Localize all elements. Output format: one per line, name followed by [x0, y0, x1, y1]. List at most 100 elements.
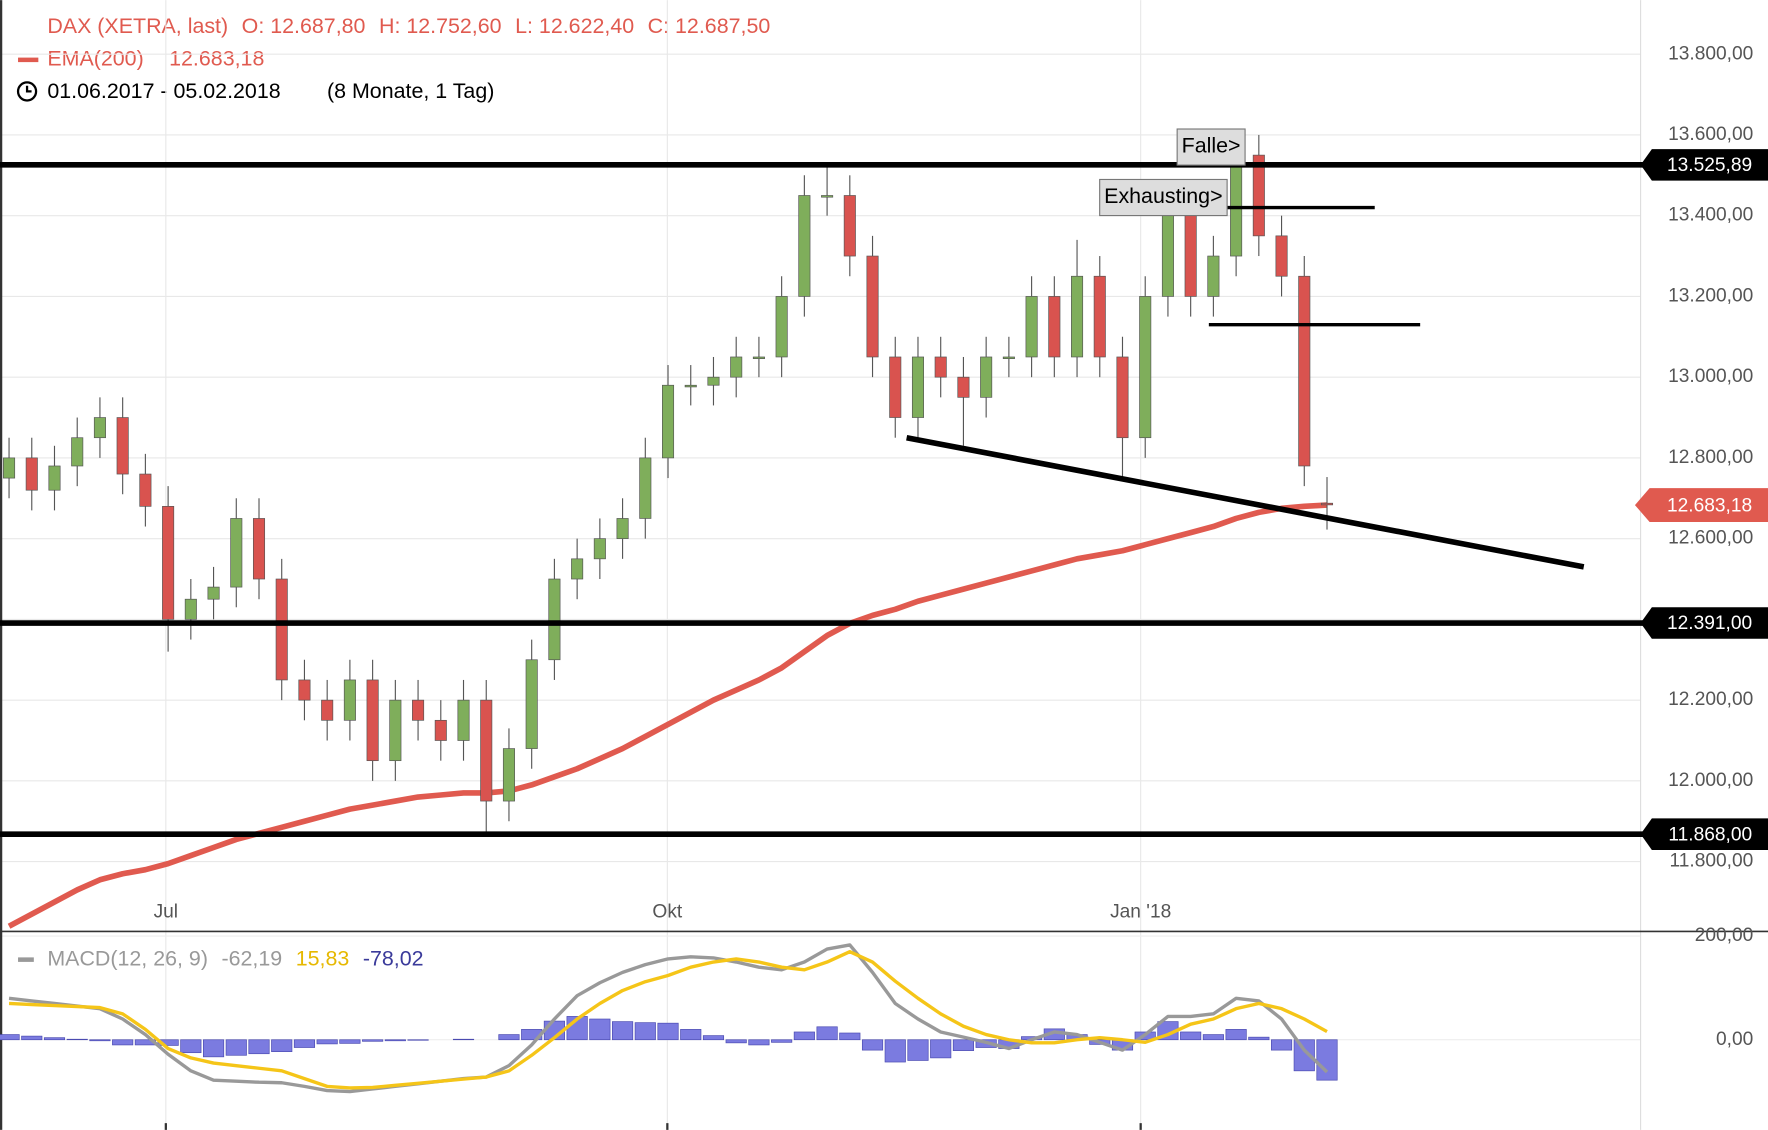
candle-body	[1002, 356, 1015, 360]
price-label: 12.683,18	[1667, 495, 1752, 516]
candle-body	[230, 518, 243, 588]
macd-histogram-bar	[725, 1039, 747, 1044]
macd-legend-value: -78,02	[363, 946, 424, 970]
chart-title: DAX (XETRA, last)	[47, 14, 228, 38]
candle-body	[752, 356, 765, 360]
candle-body	[593, 538, 606, 560]
candle-body	[1184, 215, 1197, 297]
macd-histogram-bar	[1180, 1031, 1202, 1041]
candle-body	[1071, 275, 1084, 358]
ohlc-label: L: 12.622,40	[515, 14, 634, 38]
annotation: Falle>	[1182, 134, 1241, 158]
candle-body	[639, 457, 652, 519]
candle-body	[116, 417, 129, 475]
x-tick-label: Jan '18	[1110, 901, 1171, 922]
macd-histogram-bar	[225, 1039, 247, 1056]
candle-body	[366, 679, 379, 762]
macd-histogram-bar	[1225, 1029, 1247, 1041]
y-tick-label: 13.000,00	[1668, 366, 1753, 387]
legend-value: 12.683,18	[169, 47, 264, 71]
macd-histogram-bar	[748, 1039, 770, 1046]
x-tick-label: Okt	[652, 901, 682, 922]
clock-hand	[25, 85, 32, 93]
candle-body	[934, 356, 947, 378]
trend-line	[906, 434, 1585, 570]
macd-histogram-bar	[816, 1026, 838, 1041]
y-tick-label: 13.800,00	[1668, 43, 1753, 64]
macd-histogram-bar	[157, 1039, 179, 1046]
ohlc-label: C: 12.687,50	[648, 14, 771, 38]
macd-histogram-bar	[1293, 1039, 1315, 1072]
macd-histogram-bar	[1202, 1034, 1224, 1041]
macd-histogram-bar	[407, 1039, 429, 1041]
macd-legend-label: MACD(12, 26, 9)	[47, 946, 208, 970]
level-tag	[1640, 149, 1768, 181]
ohlc-label: H: 12.752,60	[379, 14, 502, 38]
candle-body	[730, 356, 743, 378]
candle-body	[1048, 296, 1061, 358]
macd-histogram-bar	[362, 1039, 384, 1042]
candle-body	[457, 699, 470, 741]
y-tick-label: 13.600,00	[1668, 124, 1753, 145]
candle-body	[184, 598, 197, 620]
candle-body	[775, 296, 788, 358]
candle-body	[207, 586, 220, 600]
candle-body	[162, 506, 175, 620]
y-tick-label: 12.000,00	[1668, 770, 1753, 791]
macd-histogram-bar	[89, 1039, 111, 1042]
candle-body	[1275, 235, 1288, 277]
candle-body	[616, 518, 629, 539]
candle-body	[798, 195, 811, 297]
candle-body	[1207, 255, 1220, 297]
macd-histogram-bar	[180, 1039, 202, 1054]
y-tick-label: 12.800,00	[1668, 447, 1753, 468]
annotation-box	[1099, 178, 1228, 217]
legend-label: EMA(200)	[47, 47, 143, 71]
candle-body	[434, 719, 447, 741]
macd-line	[8, 943, 1329, 1094]
macd-histogram-bar	[907, 1039, 929, 1061]
macd-histogram-bar	[930, 1039, 952, 1059]
macd-histogram-bar	[0, 1034, 20, 1041]
legend-marker	[18, 57, 39, 63]
candle-body	[252, 518, 266, 580]
y-tick-label: 13.200,00	[1668, 285, 1753, 306]
candle-body	[139, 473, 152, 507]
candle-body	[821, 195, 834, 198]
macd-histogram-bar	[1248, 1036, 1270, 1041]
macd-histogram-bar	[112, 1039, 134, 1046]
candle-body	[1161, 215, 1174, 297]
legend-marker	[18, 957, 34, 962]
level-tag	[1640, 818, 1768, 850]
macd-histogram-bar	[1316, 1039, 1338, 1081]
candle-body	[343, 679, 356, 721]
level-label: 12.391,00	[1667, 613, 1752, 634]
x-tick-label: Jul	[154, 901, 179, 922]
candle-body	[1298, 275, 1311, 467]
level-label: 11.868,00	[1668, 824, 1752, 845]
macd-histogram-bar	[634, 1022, 656, 1041]
candle-body	[3, 457, 16, 479]
macd-histogram-bar	[771, 1039, 793, 1043]
candle-body	[48, 465, 61, 491]
macd-histogram-bar	[202, 1039, 225, 1058]
y-tick-label: 11.800,00	[1670, 851, 1754, 872]
candle-body	[548, 578, 561, 661]
legend: DAX (XETRA, last) O: 12.687,80 H: 12.752…	[16, 14, 771, 103]
candle-body	[275, 578, 288, 681]
macd-histogram-bar	[839, 1032, 861, 1041]
macd-histogram-bar	[952, 1039, 974, 1051]
macd-histogram-bar	[680, 1029, 702, 1041]
candle-body	[866, 255, 879, 358]
macd-histogram-bar	[248, 1039, 270, 1055]
macd-histogram-bar	[884, 1039, 906, 1063]
candle-body	[1093, 275, 1106, 358]
macd-histogram-bar	[1270, 1039, 1293, 1051]
candle-body	[911, 356, 925, 418]
annotation-box	[1176, 128, 1246, 166]
candle-body	[93, 417, 106, 439]
y-tick-label: 0,00	[1716, 1029, 1753, 1050]
candle-body	[1116, 356, 1129, 439]
macd-histogram-bar	[589, 1018, 611, 1041]
